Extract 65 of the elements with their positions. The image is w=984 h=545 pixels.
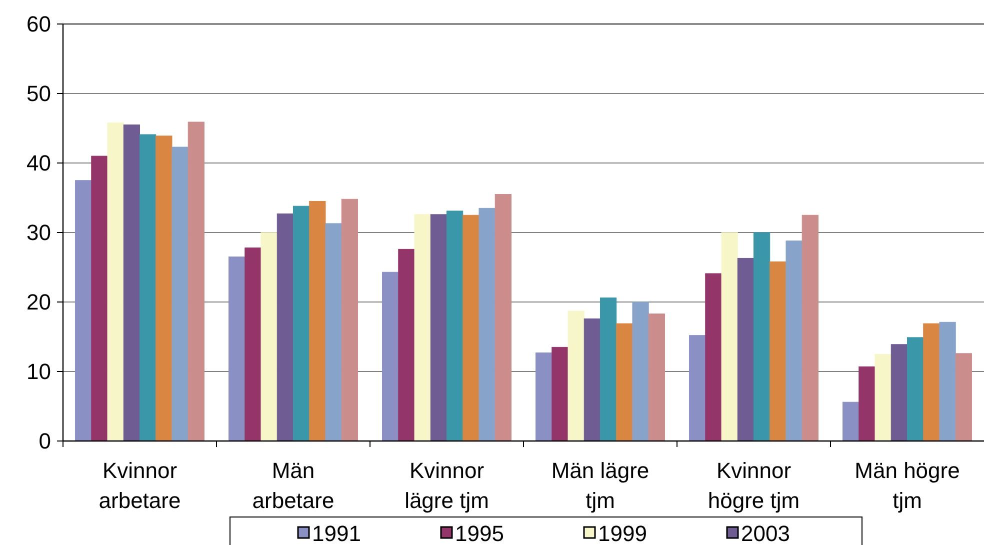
bar: [923, 323, 940, 442]
bar: [478, 208, 496, 442]
y-tick-label: 50: [26, 81, 51, 106]
bar: [398, 248, 415, 442]
bar: [536, 352, 552, 442]
bar: [584, 318, 600, 442]
bar: [107, 122, 124, 442]
bar: [568, 310, 584, 442]
x-tick-label: Kvinnor lägre tjm: [404, 458, 489, 513]
bar: [341, 198, 358, 442]
y-tick-label: 30: [26, 220, 51, 246]
bar: [260, 232, 278, 442]
bar: [172, 146, 188, 442]
bar: [907, 337, 924, 442]
bar: [276, 213, 294, 442]
bar: [430, 214, 447, 442]
x-tick-label: Kvinnor högre tjm: [708, 458, 800, 513]
y-tick-label: 60: [26, 12, 51, 37]
bar: [632, 302, 649, 442]
bar: [689, 335, 706, 442]
legend-label: 1999: [598, 521, 647, 545]
bar: [737, 258, 754, 442]
bar: [600, 298, 617, 442]
bar: [309, 200, 326, 442]
bar: [648, 314, 665, 442]
x-tick-label: Män högre tjm: [854, 458, 960, 513]
bar: [414, 214, 431, 442]
bar: [325, 223, 342, 442]
bar: [244, 248, 262, 442]
bar: [890, 344, 908, 442]
x-tick-label: Män lägre tjm: [551, 458, 650, 513]
bar: [770, 261, 786, 442]
bar: [955, 353, 972, 442]
bar: [842, 402, 860, 442]
y-tick-label: 20: [26, 290, 51, 315]
bar: [188, 122, 204, 442]
bar: [858, 366, 876, 442]
legend-label: 2003: [741, 521, 790, 545]
bar: [616, 323, 633, 442]
bar: [874, 354, 892, 442]
bar: [228, 256, 246, 442]
legend-label: 1995: [455, 521, 504, 545]
y-tick-label: 10: [26, 359, 51, 384]
x-tick-label: Kvinnor arbetare: [98, 458, 181, 513]
bar: [123, 124, 140, 442]
bar: [754, 232, 770, 442]
bar: [552, 346, 568, 442]
bar: [802, 214, 818, 442]
x-tick-label: Män arbetare: [252, 458, 334, 513]
bar: [494, 194, 512, 442]
bar: [156, 136, 172, 442]
bar: [75, 180, 92, 442]
bar: [382, 272, 399, 442]
bar: [140, 134, 156, 442]
bar: [462, 214, 480, 442]
bar: [91, 156, 108, 442]
bar: [721, 232, 738, 442]
bar: [446, 210, 464, 442]
bar: [293, 206, 310, 442]
bar: [705, 273, 722, 442]
y-tick-label: 40: [26, 150, 51, 176]
legend-label: 1991: [312, 521, 361, 545]
bar: [939, 322, 956, 442]
y-tick-label: 0: [38, 428, 51, 454]
bar: [786, 240, 802, 442]
